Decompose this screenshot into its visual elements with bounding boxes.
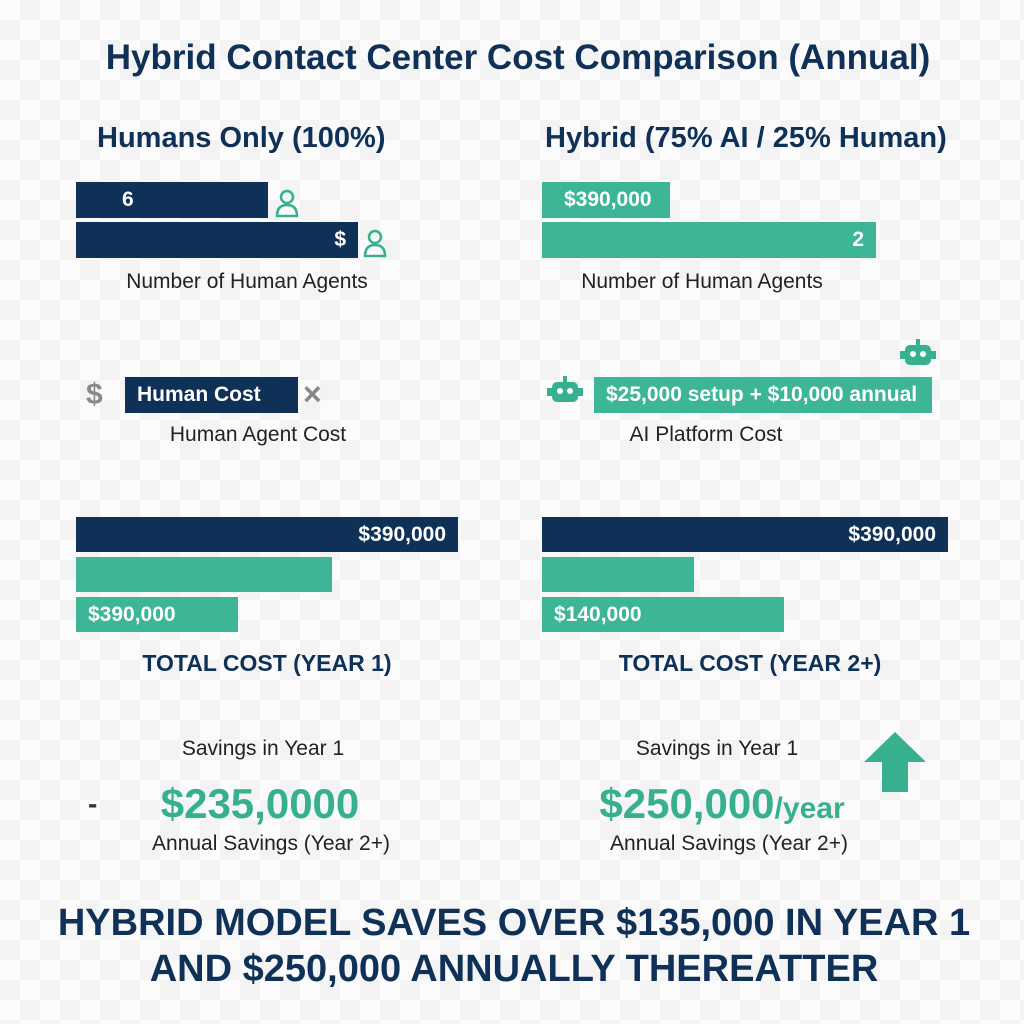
note: Annual Savings (Year 2+): [152, 832, 390, 855]
label: Number of Human Agents: [126, 270, 368, 293]
bar: 2: [542, 222, 876, 258]
label: TOTAL COST (YEAR 1): [142, 650, 392, 676]
caption: Savings in Year 1: [181, 737, 345, 760]
footer-line: HYBRID MODEL SAVES OVER $135,000 IN YEAR…: [57, 902, 971, 944]
amount: $250,000: [599, 780, 775, 827]
label: AI Platform Cost: [629, 423, 783, 446]
bar: $25,000 setup + $10,000 annual: [594, 377, 932, 413]
heading: Humans Only (100%): [97, 122, 386, 154]
bar: [76, 557, 332, 592]
bar: $390,000: [542, 182, 670, 218]
footer-line: AND $250,000 ANNUALLY THEREATTER: [149, 948, 879, 990]
bar: $390,000: [76, 597, 238, 632]
bar: Human Cost: [125, 377, 298, 413]
robot-icon: [900, 339, 936, 365]
bar: $: [76, 222, 358, 258]
bar: 6: [76, 182, 268, 218]
label: Human Agent Cost: [169, 423, 347, 446]
note: Annual Savings (Year 2+): [610, 832, 848, 855]
bar: [542, 557, 694, 592]
bar: $140,000: [542, 597, 784, 632]
bar: $390,000: [542, 517, 948, 552]
caption: Savings in Year 1: [635, 737, 799, 760]
x-icon: ×: [303, 376, 322, 412]
label: Number of Human Agents: [581, 270, 823, 293]
label: TOTAL COST (YEAR 2+): [618, 650, 882, 676]
heading: Hybrid (75% AI / 25% Human): [545, 122, 947, 154]
marker: -: [88, 788, 98, 819]
title: Hybrid Contact Center Cost Comparison (A…: [105, 38, 931, 77]
person-icon: [275, 189, 299, 218]
amount: $235,0000: [160, 780, 360, 827]
robot-icon: [547, 376, 583, 402]
person-icon: [363, 229, 387, 258]
amount-line: $250,000/year: [599, 780, 844, 828]
bar: $390,000: [76, 517, 458, 552]
unit: /year: [774, 792, 845, 825]
dollar-icon: $: [86, 378, 103, 411]
up-arrow: [864, 732, 926, 792]
